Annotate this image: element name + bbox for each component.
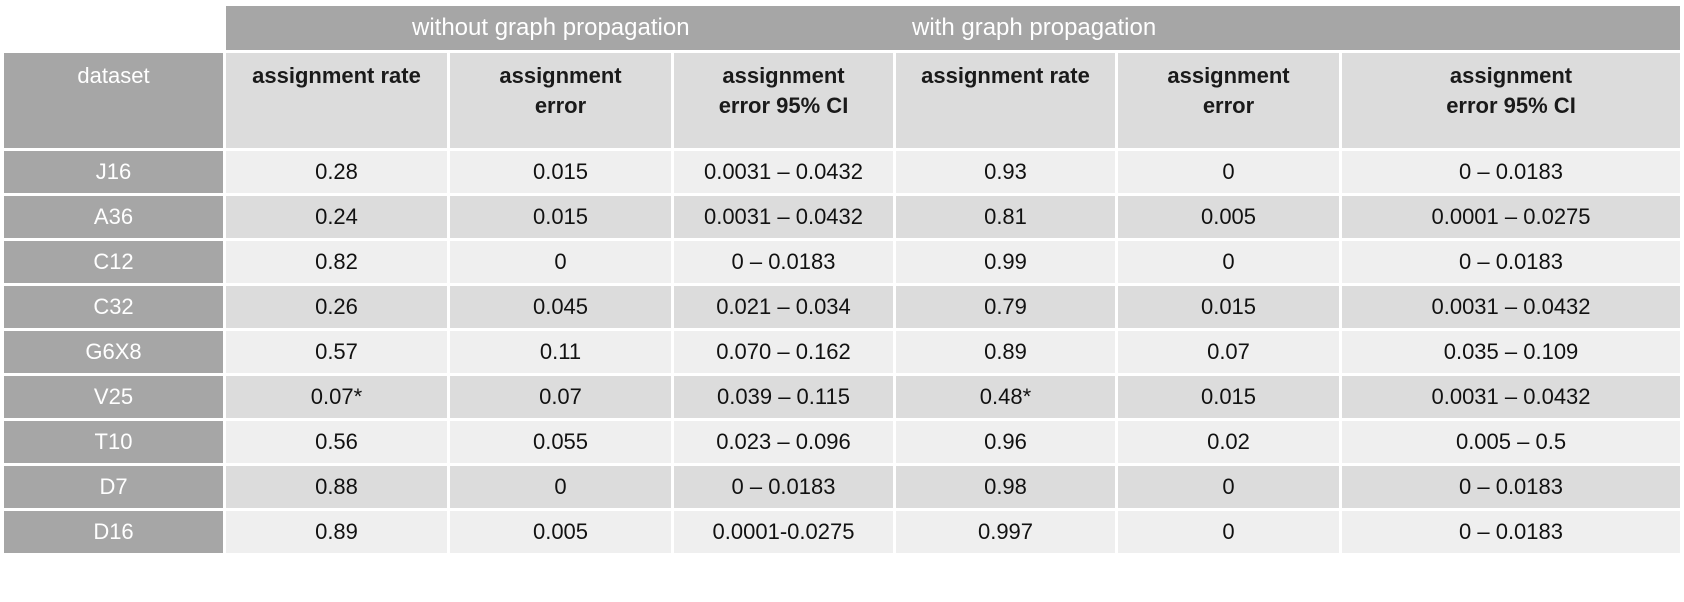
table-cell: 0.005 [450, 511, 674, 556]
table-cell: 0.02 [1118, 421, 1342, 466]
table-row: A36 0.24 0.015 0.0031 – 0.0432 0.81 0.005 0.00… [4, 196, 1681, 241]
table-cell: 0.015 [450, 151, 674, 196]
table-cell: 0.015 [1118, 286, 1342, 331]
table-cell: 0.039 – 0.115 [674, 376, 896, 421]
column-header-label: assignment error 95% CI [718, 63, 849, 118]
table-cell: 0.07* [226, 376, 450, 421]
table-cell: 0.11 [450, 331, 674, 376]
table-cell: 0.0001 – 0.0275 [1342, 196, 1681, 241]
column-header-label: assignment error 95% CI [1446, 63, 1576, 118]
column-header-ci-without: assignment error 95% CI [674, 53, 896, 151]
column-header-rate-without: assignment rate [226, 53, 450, 151]
table-cell: 0 – 0.0183 [674, 241, 896, 286]
table-row: C12 0.82 0 0 – 0.0183 0.99 0 0 – 0.0183 [4, 241, 1681, 286]
group-header-without: without graph propagation [226, 6, 896, 53]
table-cell: 0.015 [1118, 376, 1342, 421]
dataset-cell: J16 [4, 151, 226, 196]
table-body: J16 0.28 0.015 0.0031 – 0.0432 0.93 0 0 – 0.01… [4, 151, 1681, 556]
table-cell: 0 – 0.0183 [1342, 151, 1681, 196]
table-cell: 0.021 – 0.034 [674, 286, 896, 331]
table-cell: 0 – 0.0183 [1342, 511, 1681, 556]
table-row: J16 0.28 0.015 0.0031 – 0.0432 0.93 0 0 – 0.01… [4, 151, 1681, 196]
table-cell: 0.07 [1118, 331, 1342, 376]
dataset-cell: D7 [4, 466, 226, 511]
group-header-with-label: with graph propagation [912, 14, 1157, 41]
column-header-rate-with: assignment rate [896, 53, 1118, 151]
column-header-label: assignment rate [252, 63, 421, 88]
table-row: C32 0.26 0.045 0.021 – 0.034 0.79 0.015 0.0031… [4, 286, 1681, 331]
table-cell: 0.0031 – 0.0432 [674, 196, 896, 241]
table-row: V25 0.07* 0.07 0.039 – 0.115 0.48* 0.015 0.003… [4, 376, 1681, 421]
table-row: T10 0.56 0.055 0.023 – 0.096 0.96 0.02 0.005 –… [4, 421, 1681, 466]
table-cell: 0.045 [450, 286, 674, 331]
table-cell: 0.89 [226, 511, 450, 556]
dataset-cell: A36 [4, 196, 226, 241]
table-cell: 0 – 0.0183 [1342, 466, 1681, 511]
table-cell: 0.57 [226, 331, 450, 376]
table-cell: 0.005 – 0.5 [1342, 421, 1681, 466]
table-row: D16 0.89 0.005 0.0001-0.0275 0.997 0 0 – 0.018… [4, 511, 1681, 556]
table-cell: 0.005 [1118, 196, 1342, 241]
dataset-cell: C32 [4, 286, 226, 331]
group-header-blank [4, 6, 226, 53]
table-cell: 0.015 [450, 196, 674, 241]
table-cell: 0 [450, 241, 674, 286]
table-cell: 0.93 [896, 151, 1118, 196]
table-cell: 0.28 [226, 151, 450, 196]
column-header-ci-with: assignment error 95% CI [1342, 53, 1681, 151]
table-cell: 0 – 0.0183 [674, 466, 896, 511]
table-cell: 0.0031 – 0.0432 [1342, 376, 1681, 421]
dataset-cell: G6X8 [4, 331, 226, 376]
table-cell: 0.0031 – 0.0432 [1342, 286, 1681, 331]
table-cell: 0.070 – 0.162 [674, 331, 896, 376]
table-cell: 0.98 [896, 466, 1118, 511]
table-cell: 0.0031 – 0.0432 [674, 151, 896, 196]
table-cell: 0.81 [896, 196, 1118, 241]
table-cell: 0.26 [226, 286, 450, 331]
table-cell: 0 [1118, 241, 1342, 286]
table-cell: 0.82 [226, 241, 450, 286]
group-header-without-label: without graph propagation [412, 14, 690, 41]
table-cell: 0 [1118, 466, 1342, 511]
dataset-cell: V25 [4, 376, 226, 421]
table-cell: 0.48* [896, 376, 1118, 421]
column-header-dataset: dataset [4, 53, 226, 151]
table-cell: 0.0001-0.0275 [674, 511, 896, 556]
dataset-cell: T10 [4, 421, 226, 466]
table-cell: 0.99 [896, 241, 1118, 286]
table-cell: 0.07 [450, 376, 674, 421]
table-cell: 0 – 0.0183 [1342, 241, 1681, 286]
results-table-container: without graph propagation with graph pro… [4, 6, 1681, 556]
table-cell: 0.997 [896, 511, 1118, 556]
table-cell: 0.96 [896, 421, 1118, 466]
table-cell: 0.023 – 0.096 [674, 421, 896, 466]
table-row: D7 0.88 0 0 – 0.0183 0.98 0 0 – 0.0183 [4, 466, 1681, 511]
dataset-cell: C12 [4, 241, 226, 286]
table-cell: 0.89 [896, 331, 1118, 376]
table-cell: 0 [1118, 511, 1342, 556]
table-row: G6X8 0.57 0.11 0.070 – 0.162 0.89 0.07 0.035 –… [4, 331, 1681, 376]
table-cell: 0 [1118, 151, 1342, 196]
column-header-label: dataset [77, 63, 150, 88]
group-header-row: without graph propagation with graph pro… [4, 6, 1681, 53]
column-header-row: dataset assignment rate assignment error… [4, 53, 1681, 151]
column-header-error-with: assignment error [1118, 53, 1342, 151]
table-cell: 0.79 [896, 286, 1118, 331]
column-header-label: assignment error [499, 63, 622, 118]
group-header-with: with graph propagation [896, 6, 1681, 53]
table-cell: 0 [450, 466, 674, 511]
column-header-label: assignment error [1167, 63, 1290, 118]
table-cell: 0.035 – 0.109 [1342, 331, 1681, 376]
column-header-label: assignment rate [921, 63, 1090, 88]
table-cell: 0.055 [450, 421, 674, 466]
table-cell: 0.88 [226, 466, 450, 511]
table-cell: 0.24 [226, 196, 450, 241]
column-header-error-without: assignment error [450, 53, 674, 151]
dataset-cell: D16 [4, 511, 226, 556]
table-cell: 0.56 [226, 421, 450, 466]
results-table: without graph propagation with graph pro… [4, 6, 1681, 556]
